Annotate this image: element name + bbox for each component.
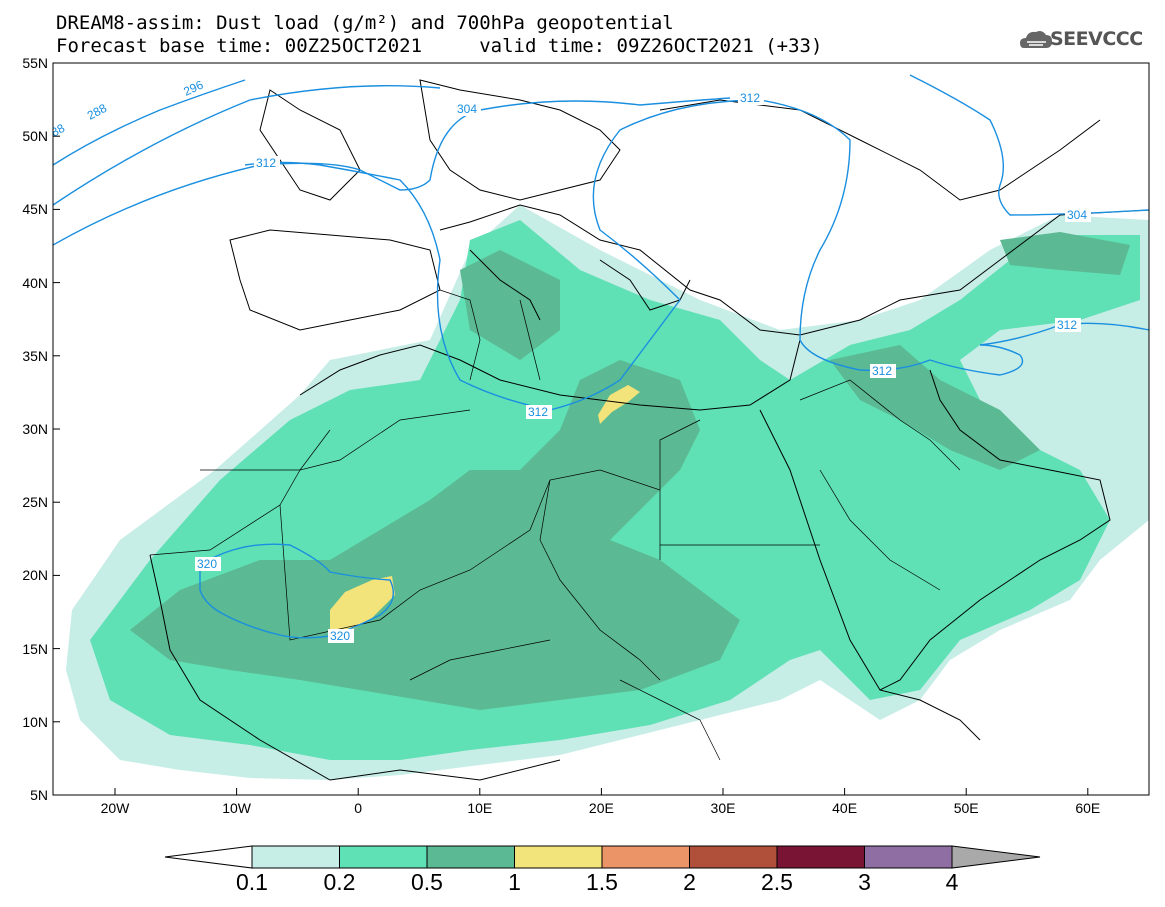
latitude-label: 30N xyxy=(22,421,48,437)
longitude-label: 10W xyxy=(222,800,251,816)
colorbar-label: 1 xyxy=(508,869,521,895)
colorbar-under-arrow xyxy=(164,845,253,869)
colorbar-segment xyxy=(601,845,690,869)
latitude-label: 50N xyxy=(22,128,48,145)
latitude-label: 20N xyxy=(22,567,48,584)
isohypse-label: 312 xyxy=(528,405,548,419)
longitude-label: 40E xyxy=(832,800,858,816)
longitude-label: 10E xyxy=(467,800,493,816)
colorbar-label: 1.5 xyxy=(586,869,618,895)
isohypse-label: 288 xyxy=(85,101,110,123)
dust-band-0.5-1 xyxy=(130,360,740,710)
isohypse-label: 312 xyxy=(872,364,892,378)
isohypse-label: 304 xyxy=(457,102,477,116)
isohypse-label: 320 xyxy=(330,629,350,643)
colorbar-segment xyxy=(251,845,340,869)
colorbar-segment xyxy=(339,845,428,869)
colorbar-segment xyxy=(689,845,778,869)
isohypse-label: 312 xyxy=(740,91,760,105)
colorbar-label: 3 xyxy=(858,869,871,895)
cloud-logo-icon xyxy=(1020,31,1052,48)
isohypse-label: 304 xyxy=(1067,208,1087,222)
longitude-label: 0 xyxy=(354,800,363,816)
latitude-label: 25N xyxy=(22,494,48,511)
latitude-label: 35N xyxy=(22,347,48,364)
map-title-line-2: Forecast base time: 00Z25OCT2021 valid t… xyxy=(56,35,823,57)
latitude-label: 40N xyxy=(22,274,48,291)
latitude-label: 55N xyxy=(22,55,48,71)
colorbar-label: 0.5 xyxy=(411,869,443,895)
map-title-line-1: DREAM8-assim: Dust load (g/m²) and 700hP… xyxy=(56,12,674,34)
colorbar-segment xyxy=(514,845,603,869)
dust-band-1-1.5 xyxy=(330,576,395,632)
latitude-label: 5N xyxy=(30,787,48,803)
isohypse-312 xyxy=(244,99,1149,411)
longitude-label: 60E xyxy=(1075,800,1101,816)
colorbar-segment xyxy=(864,845,953,869)
colorbar-label: 0.2 xyxy=(323,869,356,895)
longitude-label: 20E xyxy=(588,800,614,816)
colorbar xyxy=(164,845,1041,869)
colorbar-label: 2.5 xyxy=(761,869,793,895)
longitude-label: 20W xyxy=(100,800,130,816)
isohypse-288 xyxy=(53,79,246,166)
dust-band-1-1.5 xyxy=(598,385,640,424)
latitude-label: 45N xyxy=(22,201,48,218)
dust-band-0.5-1 xyxy=(1000,232,1130,275)
isohypse-296 xyxy=(53,85,441,206)
latitude-label: 10N xyxy=(22,713,48,730)
isohypse-label: 296 xyxy=(181,77,205,98)
colorbar-label: 4 xyxy=(945,869,959,895)
dust-band-0.5-1 xyxy=(460,250,560,360)
isohypse-label: 312 xyxy=(1057,318,1077,332)
isohypse-320 xyxy=(199,543,394,639)
logo-text: SEEVCCC xyxy=(1050,28,1143,50)
colorbar-label: 0.1 xyxy=(236,869,268,895)
isohypse-label: 312 xyxy=(256,156,276,170)
latitude-label: 15N xyxy=(22,640,48,657)
longitude-label: 30E xyxy=(710,800,736,816)
isohypse-label: 320 xyxy=(197,557,217,571)
colorbar-segment xyxy=(426,845,515,869)
colorbar-segment xyxy=(776,845,865,869)
longitude-label: 50E xyxy=(953,800,979,816)
colorbar-over-arrow xyxy=(951,845,1041,869)
isohypse-312-north xyxy=(909,74,1149,216)
colorbar-label: 2 xyxy=(683,869,696,895)
isohypse-304 xyxy=(53,97,731,246)
